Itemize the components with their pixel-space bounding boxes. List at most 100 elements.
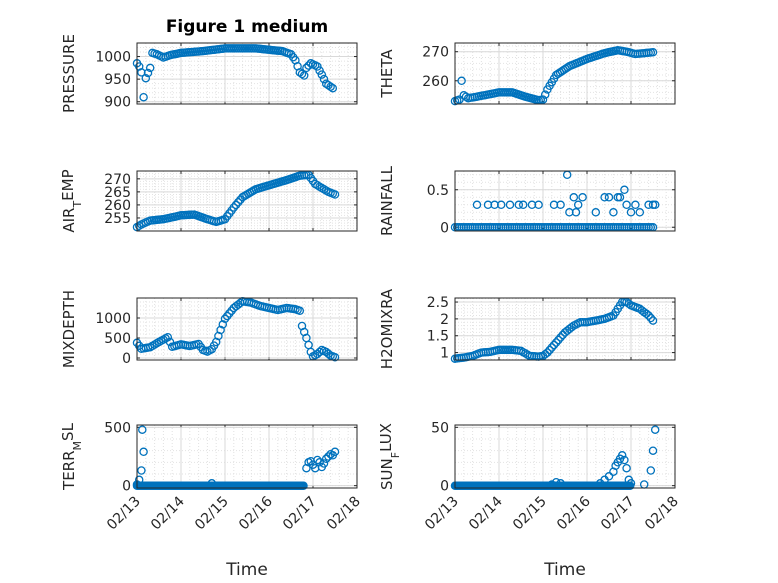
y-tick-label: 1 bbox=[440, 346, 449, 362]
y-tick-label: 255 bbox=[104, 211, 131, 227]
y-tick-label: 500 bbox=[104, 420, 131, 436]
y-tick-label: 950 bbox=[104, 72, 131, 88]
data-point bbox=[558, 330, 568, 340]
panel-1: 260 270 THETA bbox=[378, 42, 676, 106]
plot-area bbox=[137, 425, 357, 488]
x-tick-label: 02/16 bbox=[554, 493, 594, 533]
data-point bbox=[139, 92, 148, 102]
plot-area bbox=[455, 425, 675, 488]
y-axis-label: PRESSURE bbox=[60, 34, 78, 113]
x-tick-label: 02/18 bbox=[324, 494, 364, 534]
y-tick-label: 0 bbox=[122, 479, 131, 495]
x-tick-label: 02/15 bbox=[192, 494, 232, 534]
data-point bbox=[319, 459, 329, 468]
data-point bbox=[518, 200, 528, 210]
data-point bbox=[134, 475, 144, 485]
data-point bbox=[538, 95, 548, 104]
data-point bbox=[330, 352, 340, 362]
y-tick-label: 260 bbox=[104, 198, 131, 214]
y-tick-label: 50 bbox=[431, 420, 449, 436]
axis-box bbox=[136, 424, 358, 489]
data-point bbox=[578, 193, 587, 202]
data-point bbox=[137, 466, 146, 475]
data-point bbox=[222, 311, 232, 321]
data-point bbox=[297, 69, 307, 79]
data-point bbox=[141, 73, 151, 83]
data-point bbox=[591, 208, 601, 217]
plot-area bbox=[137, 298, 357, 360]
data-point bbox=[143, 68, 153, 78]
data-point bbox=[622, 200, 631, 210]
data-point bbox=[648, 446, 658, 455]
data-point bbox=[165, 337, 175, 347]
y-tick-label: 2.5 bbox=[427, 295, 449, 311]
y-axis-label: SUNFLUX bbox=[377, 423, 402, 490]
data-point bbox=[615, 193, 625, 202]
data-point bbox=[330, 190, 340, 199]
data-point bbox=[556, 200, 565, 210]
panel-5: 11.522.5 H2OMIXRA bbox=[378, 288, 676, 369]
data-point bbox=[295, 306, 305, 316]
data-point bbox=[650, 425, 660, 434]
data-point bbox=[644, 311, 653, 320]
data-point bbox=[229, 203, 239, 212]
data-point bbox=[326, 82, 335, 91]
y-tick-label: 270 bbox=[104, 172, 131, 188]
data-point bbox=[313, 62, 322, 71]
panel-6: 0 500 02/13 02/14 02/15 02/16 02/17 02/18 Time TE… bbox=[59, 420, 364, 580]
data-point bbox=[139, 447, 148, 457]
data-point bbox=[631, 200, 640, 210]
data-point bbox=[218, 320, 228, 329]
y-tick-label: 0 bbox=[440, 479, 449, 495]
panel-4: 0 500 1000 MIXDEPTH bbox=[60, 290, 358, 368]
data-point bbox=[302, 63, 311, 73]
panel-0: 900 950 1000 PRESSURE Figure 1 medium bbox=[60, 17, 358, 113]
data-point bbox=[216, 325, 225, 335]
data-point bbox=[163, 332, 173, 342]
x-tick-label: 02/13 bbox=[422, 494, 462, 534]
y-axis-label: TERRMSL bbox=[59, 422, 84, 491]
data-point bbox=[556, 333, 565, 342]
panel-3: 0 0.5 RAINFALL bbox=[378, 165, 676, 236]
x-tick-label: 02/18 bbox=[642, 494, 682, 534]
data-point bbox=[648, 316, 658, 325]
data-point bbox=[609, 208, 618, 217]
y-tick-label: 500 bbox=[104, 331, 131, 347]
y-tick-label: 0 bbox=[122, 351, 131, 367]
data-point bbox=[505, 200, 515, 210]
x-tick-label: 02/15 bbox=[510, 494, 550, 534]
axis-box bbox=[454, 424, 676, 489]
y-tick-label: 260 bbox=[422, 74, 449, 90]
data-point bbox=[540, 90, 550, 99]
data-point bbox=[231, 200, 241, 210]
data-point bbox=[317, 70, 327, 79]
y-tick-label: 0 bbox=[440, 220, 449, 236]
axis-box bbox=[454, 297, 676, 361]
chart-title: Figure 1 medium bbox=[166, 17, 328, 37]
data-point bbox=[624, 299, 634, 308]
data-point bbox=[457, 76, 466, 86]
data-point bbox=[556, 479, 565, 488]
data-point bbox=[571, 208, 581, 217]
data-point bbox=[220, 314, 230, 324]
data-point bbox=[617, 451, 627, 460]
data-point bbox=[573, 200, 583, 210]
x-axis-label: Time bbox=[543, 560, 586, 580]
data-point bbox=[635, 208, 645, 217]
data-point bbox=[313, 455, 322, 465]
data-point bbox=[233, 198, 243, 207]
data-point bbox=[646, 466, 656, 475]
data-point bbox=[551, 338, 561, 347]
panel-7: 0 50 02/13 02/14 02/15 02/16 02/17 02/18 Time SUN… bbox=[377, 420, 682, 580]
y-tick-label: 1000 bbox=[95, 50, 131, 66]
data-point bbox=[472, 200, 482, 210]
data-point bbox=[642, 309, 651, 319]
data-point bbox=[315, 458, 324, 467]
data-point bbox=[554, 335, 563, 345]
axis-box bbox=[454, 42, 676, 105]
axis-box bbox=[136, 297, 358, 361]
data-point bbox=[496, 200, 506, 210]
y-axis-label: H2OMIXRA bbox=[378, 288, 396, 369]
data-point bbox=[330, 447, 340, 457]
